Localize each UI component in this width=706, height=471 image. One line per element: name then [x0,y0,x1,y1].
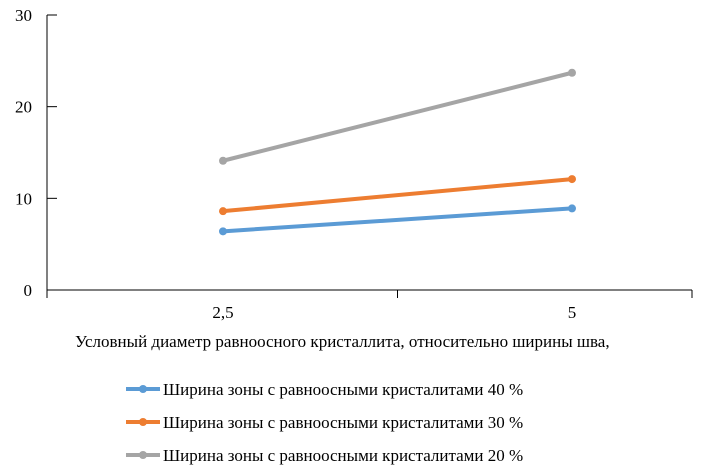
data-point [219,207,227,216]
data-point [568,175,576,184]
x-tick-labels: 2,5 5 [212,303,576,322]
data-point [568,204,576,213]
legend-marker [139,385,147,393]
series-lines [219,68,576,236]
legend-entry-label: Ширина зоны с равноосными кристалитами 2… [163,446,523,465]
y-tick-label: 30 [15,6,32,25]
data-point [219,227,227,236]
legend-marker [139,418,147,426]
y-tick-label: 20 [15,98,32,117]
y-tick-label: 0 [24,281,33,300]
series-line [221,177,574,214]
series-line [221,206,574,234]
data-point [219,156,227,165]
x-axis-label: Условный диаметр равноосного кристаллита… [75,332,610,351]
legend-entry-label: Ширина зоны с равноосными кристалитами 3… [163,413,523,432]
x-tick-label: 2,5 [212,303,233,322]
legend-entry-label: Ширина зоны с равноосными кристалитами 4… [163,380,523,399]
axes [46,15,693,298]
series-line [221,70,574,163]
data-point [568,68,576,77]
y-tick-label: 10 [15,189,32,208]
gridlines [47,14,57,199]
x-tick-label: 5 [568,303,577,322]
y-tick-labels: 0 10 20 30 [15,6,32,300]
legend-marker [139,451,147,459]
legend: Ширина зоны с равноосными кристалитами 4… [126,380,523,465]
